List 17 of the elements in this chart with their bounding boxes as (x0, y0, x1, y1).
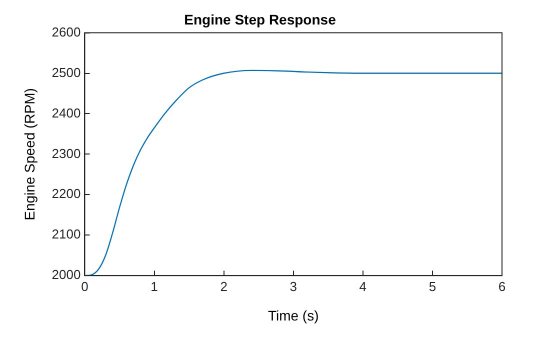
x-axis-title: Time (s) (268, 307, 319, 324)
y-axis-title: Engine Speed (RPM) (21, 88, 38, 220)
x-tick-label: 3 (290, 278, 297, 294)
y-tick-label: 2100 (52, 226, 81, 242)
x-tick-label: 6 (498, 278, 506, 294)
x-tick-label: 2 (220, 278, 228, 294)
x-tick-label: 0 (81, 278, 88, 294)
y-tick-label: 2000 (52, 267, 81, 282)
x-tick-label: 1 (150, 278, 158, 294)
chart-title: Engine Step Response (184, 11, 336, 28)
x-tick-label: 4 (359, 278, 367, 294)
y-tick-label: 2500 (52, 64, 81, 80)
x-tick-label: 5 (428, 278, 436, 294)
y-tick-label: 2200 (52, 186, 81, 202)
y-tick-label: 2600 (52, 24, 81, 40)
y-tick-label: 2300 (52, 146, 81, 161)
y-tick-label: 2400 (52, 105, 81, 120)
